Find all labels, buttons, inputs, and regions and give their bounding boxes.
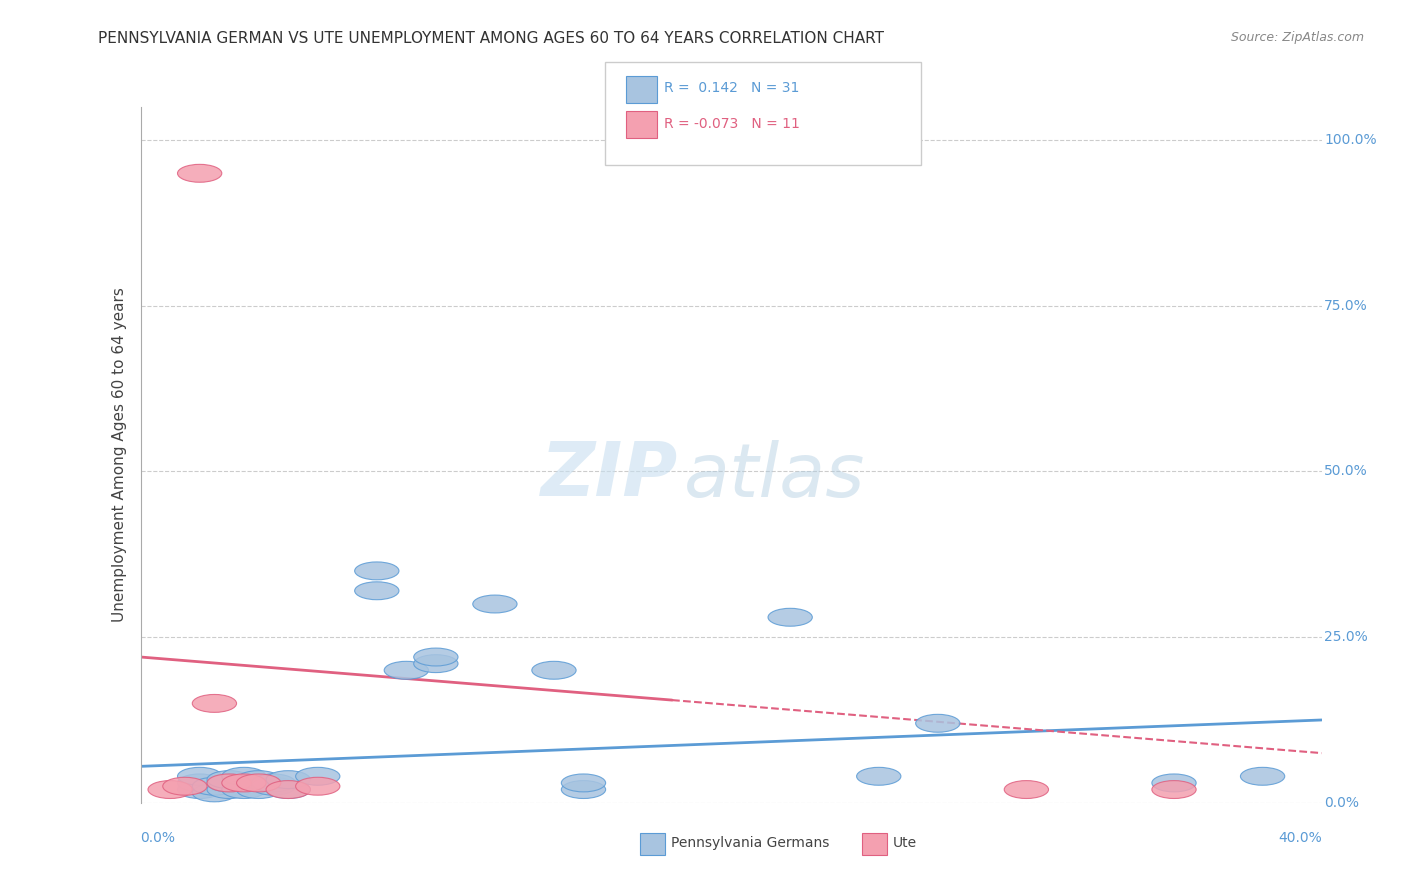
Ellipse shape bbox=[354, 562, 399, 580]
Ellipse shape bbox=[193, 695, 236, 713]
Ellipse shape bbox=[295, 767, 340, 785]
Text: 0.0%: 0.0% bbox=[141, 830, 176, 845]
Ellipse shape bbox=[207, 774, 252, 792]
Ellipse shape bbox=[266, 780, 311, 798]
Text: 100.0%: 100.0% bbox=[1324, 133, 1376, 147]
Ellipse shape bbox=[148, 780, 193, 798]
Ellipse shape bbox=[266, 780, 311, 798]
Text: 75.0%: 75.0% bbox=[1324, 299, 1368, 313]
Text: 40.0%: 40.0% bbox=[1278, 830, 1322, 845]
Ellipse shape bbox=[354, 582, 399, 599]
Ellipse shape bbox=[856, 767, 901, 785]
Text: Ute: Ute bbox=[893, 836, 917, 850]
Ellipse shape bbox=[252, 777, 295, 795]
Text: 25.0%: 25.0% bbox=[1324, 630, 1368, 644]
Ellipse shape bbox=[177, 774, 222, 792]
Text: Source: ZipAtlas.com: Source: ZipAtlas.com bbox=[1230, 31, 1364, 45]
Ellipse shape bbox=[915, 714, 960, 732]
Ellipse shape bbox=[207, 771, 252, 789]
Ellipse shape bbox=[561, 780, 606, 798]
Ellipse shape bbox=[207, 774, 252, 792]
Ellipse shape bbox=[222, 767, 266, 785]
Ellipse shape bbox=[561, 774, 606, 792]
Y-axis label: Unemployment Among Ages 60 to 64 years: Unemployment Among Ages 60 to 64 years bbox=[111, 287, 127, 623]
Ellipse shape bbox=[1240, 767, 1285, 785]
Ellipse shape bbox=[222, 780, 266, 798]
Ellipse shape bbox=[1152, 780, 1197, 798]
Ellipse shape bbox=[531, 661, 576, 679]
Ellipse shape bbox=[413, 655, 458, 673]
Ellipse shape bbox=[177, 780, 222, 798]
Ellipse shape bbox=[236, 774, 281, 792]
Ellipse shape bbox=[222, 774, 266, 792]
Ellipse shape bbox=[384, 661, 429, 679]
Ellipse shape bbox=[472, 595, 517, 613]
Ellipse shape bbox=[1004, 780, 1049, 798]
Ellipse shape bbox=[193, 784, 236, 802]
Text: R =  0.142   N = 31: R = 0.142 N = 31 bbox=[664, 81, 799, 95]
Text: Pennsylvania Germans: Pennsylvania Germans bbox=[671, 836, 830, 850]
Ellipse shape bbox=[252, 774, 295, 792]
Text: 0.0%: 0.0% bbox=[1324, 796, 1360, 810]
Text: ZIP: ZIP bbox=[541, 439, 678, 512]
Text: PENNSYLVANIA GERMAN VS UTE UNEMPLOYMENT AMONG AGES 60 TO 64 YEARS CORRELATION CH: PENNSYLVANIA GERMAN VS UTE UNEMPLOYMENT … bbox=[98, 31, 884, 46]
Ellipse shape bbox=[193, 777, 236, 795]
Ellipse shape bbox=[413, 648, 458, 666]
Text: R = -0.073   N = 11: R = -0.073 N = 11 bbox=[664, 117, 800, 131]
Ellipse shape bbox=[177, 767, 222, 785]
Ellipse shape bbox=[768, 608, 813, 626]
Ellipse shape bbox=[1152, 774, 1197, 792]
Ellipse shape bbox=[207, 780, 252, 798]
Ellipse shape bbox=[177, 164, 222, 182]
Text: 50.0%: 50.0% bbox=[1324, 465, 1368, 478]
Ellipse shape bbox=[236, 780, 281, 798]
Text: atlas: atlas bbox=[683, 440, 865, 512]
Ellipse shape bbox=[163, 777, 207, 795]
Ellipse shape bbox=[236, 771, 281, 789]
Ellipse shape bbox=[295, 777, 340, 795]
Ellipse shape bbox=[266, 771, 311, 789]
